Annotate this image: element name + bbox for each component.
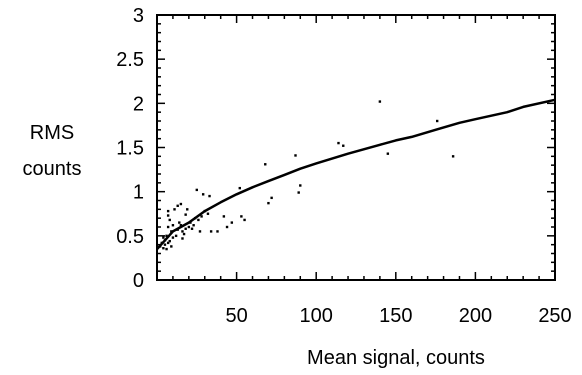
data-point (174, 234, 178, 238)
trend-line-group (156, 98, 556, 250)
plot-frame (156, 14, 556, 281)
data-point (171, 236, 175, 239)
data-point (166, 209, 170, 213)
data-point (166, 225, 170, 229)
trend-line (156, 98, 556, 250)
data-point (435, 119, 439, 123)
data-point (184, 213, 187, 216)
data-point (187, 225, 191, 229)
data-point (181, 230, 184, 233)
data-point (165, 234, 168, 238)
data-point (198, 230, 202, 233)
data-point (182, 232, 186, 236)
data-point (200, 215, 203, 218)
data-point (264, 163, 267, 166)
data-point (168, 218, 171, 222)
data-point (201, 193, 205, 196)
data-point (186, 208, 189, 211)
data-point (230, 221, 234, 224)
data-point (267, 201, 270, 205)
data-point (173, 208, 176, 211)
y-tick-label: 2 (133, 93, 144, 115)
x-axis-ticks: 50 100 150 200 250 (172, 15, 572, 327)
y-tick-label: 0.5 (116, 226, 144, 248)
data-point (184, 227, 187, 230)
data-point (163, 243, 167, 246)
data-point (386, 152, 390, 155)
data-point (162, 236, 165, 239)
data-point (337, 141, 340, 145)
data-point (197, 218, 200, 222)
data-point (225, 225, 229, 229)
data-point (181, 237, 184, 240)
data-point (195, 188, 198, 192)
y-axis-label-line-2: counts (23, 158, 82, 180)
data-point (209, 230, 213, 233)
data-point (451, 155, 455, 158)
data-point (238, 186, 241, 190)
x-tick-label: 100 (300, 305, 333, 327)
x-axis-label: Mean signal, counts (307, 347, 485, 369)
data-point (179, 224, 183, 227)
plot-border (156, 14, 556, 281)
data-point (192, 224, 195, 227)
y-tick-label: 3 (133, 5, 144, 27)
data-point (240, 215, 243, 218)
data-point (297, 191, 300, 194)
data-point (270, 196, 273, 200)
data-point (162, 247, 165, 250)
data-point (165, 247, 168, 251)
data-point (216, 230, 219, 233)
data-point (168, 239, 171, 243)
y-axis-label-line-1: RMS (30, 122, 74, 144)
data-point (378, 100, 382, 103)
data-point (222, 215, 226, 218)
x-tick-label: 150 (379, 305, 412, 327)
data-point (166, 241, 170, 245)
y-axis-ticks: 0 0.5 1 1.5 2 2.5 3 (116, 5, 555, 292)
data-point (171, 224, 175, 227)
y-tick-label: 2.5 (116, 49, 144, 71)
data-point (176, 204, 179, 207)
y-tick-label: 1.5 (116, 138, 144, 160)
data-point (206, 212, 210, 215)
x-tick-label: 200 (459, 305, 492, 327)
x-tick-label: 250 (538, 305, 571, 327)
scatter-points (158, 100, 455, 251)
data-point (190, 227, 194, 230)
y-tick-label: 1 (133, 182, 144, 204)
data-point (243, 218, 246, 222)
x-tick-label: 50 (225, 305, 247, 327)
data-point (294, 154, 297, 157)
y-tick-label: 0 (133, 270, 144, 292)
data-point (342, 144, 345, 147)
data-point (178, 221, 181, 224)
data-point (299, 184, 302, 187)
data-point (179, 202, 183, 206)
data-point (208, 194, 211, 198)
data-point (170, 245, 173, 248)
data-point (166, 214, 170, 217)
